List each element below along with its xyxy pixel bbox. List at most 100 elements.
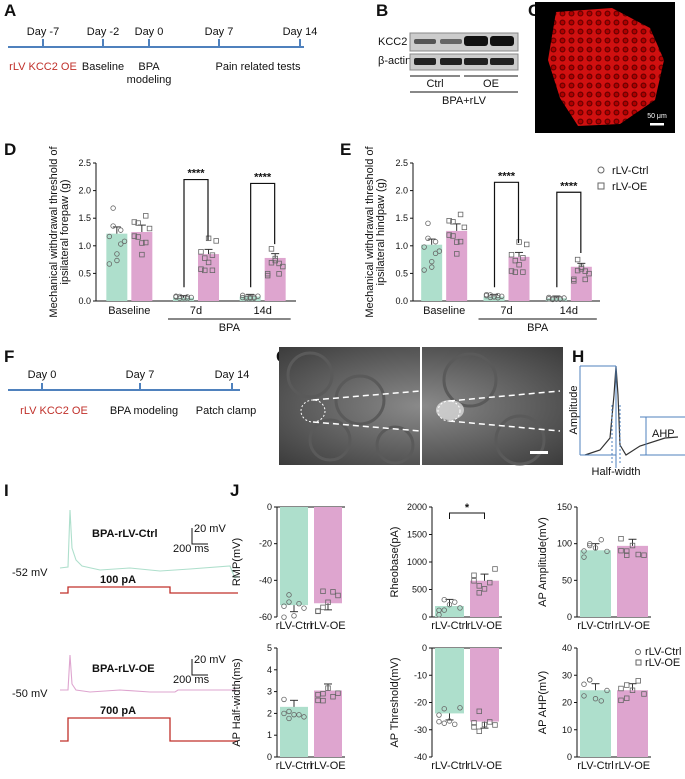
timeline-f: Day 0 Day 7 Day 14 rLV KCC2 OE BPA model…: [8, 369, 256, 417]
data-point: [457, 211, 464, 218]
y-tick-label: 0: [267, 502, 272, 512]
x-tick-label: rLV-OE: [467, 760, 502, 772]
ap-schematic-h: Amplitude AHP Half-width: [568, 365, 685, 478]
data-point: [255, 293, 261, 299]
y-tick-label: 0.5: [395, 268, 408, 278]
y-axis-label: Mechanical withdrawal threshold ofipsila…: [364, 145, 387, 317]
data-point: [121, 238, 128, 245]
x-tick-label: rLV-Ctrl: [276, 620, 312, 632]
timeline-a: Day -7 Day -2 Day 0 Day 7 Day 14 rLV KCC…: [8, 26, 317, 86]
y-tick-label: 0.5: [78, 268, 91, 278]
x-tick-label: Baseline: [423, 305, 465, 317]
data-point: [629, 687, 636, 693]
y-tick-label: -20: [259, 539, 272, 549]
ahp-label: AHP: [652, 428, 675, 440]
bar: [617, 690, 648, 757]
bar: [435, 648, 464, 714]
y-tick-label: 1.0: [395, 241, 408, 251]
bar: [280, 507, 308, 606]
data-point: [581, 681, 587, 687]
y-tick-label: 0: [567, 752, 572, 762]
y-tick-label: 1500: [407, 530, 427, 540]
western-blot-b: KCC2 β-actin Ctrl OE BPA+rLV: [378, 32, 519, 107]
y-axis-label: Rheobase(pA): [389, 527, 401, 598]
data-point: [581, 548, 587, 554]
bar: [570, 266, 592, 301]
blot-band: [440, 58, 462, 65]
data-point: [432, 239, 439, 245]
scale-bar: [650, 123, 664, 126]
data-point: [624, 552, 630, 558]
data-point: [441, 607, 447, 613]
data-point: [330, 694, 336, 700]
data-point: [202, 267, 208, 274]
data-point: [429, 264, 435, 270]
data-point: [520, 269, 526, 275]
data-point: [454, 251, 460, 257]
x-tick-label: rLV-OE: [310, 620, 345, 632]
bar: [314, 690, 342, 757]
y-tick-label: 4: [267, 665, 272, 675]
timeline-f-event: Patch clamp: [196, 405, 257, 417]
data-point: [286, 599, 292, 605]
cell-outline: [442, 352, 498, 408]
data-point: [546, 296, 552, 302]
y-tick-label: 2.0: [395, 186, 408, 196]
y-tick-label: 2.5: [78, 158, 91, 168]
timeline-a-day: Day 14: [283, 26, 318, 38]
y-tick-label: 0: [422, 612, 427, 622]
y-tick-label: 2000: [407, 502, 427, 512]
data-point: [598, 537, 604, 543]
data-point: [173, 293, 179, 299]
data-point: [188, 294, 194, 301]
scale-bar: [530, 451, 548, 454]
y-tick-label: 2.0: [78, 186, 91, 196]
data-point: [276, 271, 282, 277]
y-tick-label: -60: [259, 612, 272, 622]
data-point: [618, 685, 624, 692]
patch-pipette: [312, 390, 421, 401]
timeline-f-day: Day 7: [126, 369, 155, 381]
patch-pipette: [448, 420, 561, 432]
x-tick-label: 7d: [190, 305, 202, 317]
data-point: [243, 294, 250, 300]
data-point: [139, 240, 145, 246]
data-point: [481, 586, 488, 592]
data-point: [441, 596, 447, 603]
y-tick-label: 0: [422, 643, 427, 653]
scale-bar-label: 50 μm: [647, 113, 667, 120]
data-point: [446, 718, 453, 724]
bar: [545, 298, 567, 301]
data-point: [143, 213, 149, 219]
y-tick-label: 5: [267, 643, 272, 653]
panel-letter-b: B: [376, 1, 388, 20]
panel-letter-d: D: [4, 140, 16, 159]
data-point: [476, 708, 482, 715]
bar: [580, 550, 611, 617]
blot-bottom-label: BPA+rLV: [442, 95, 487, 107]
data-point: [581, 554, 587, 560]
data-point: [296, 712, 302, 718]
blot-row-label: KCC2: [378, 36, 407, 48]
data-point: [641, 691, 647, 697]
x-tick-label: rLV-Ctrl: [431, 760, 467, 772]
y-axis-label: AP AHP(mV): [537, 671, 549, 734]
data-point: [578, 264, 585, 270]
bar: [173, 297, 194, 301]
blot-row-label: β-actin: [378, 55, 411, 67]
bar: [131, 232, 153, 301]
data-point: [202, 255, 208, 261]
y-tick-label: 1.5: [78, 213, 91, 223]
data-point: [508, 268, 515, 274]
data-point: [247, 294, 253, 300]
trace-ctrl: [59, 509, 239, 579]
data-point: [582, 276, 588, 283]
bar: [446, 230, 468, 301]
significance-bracket: [449, 512, 485, 519]
timeline-a-event: Pain related tests: [216, 61, 301, 73]
data-point: [177, 293, 183, 300]
data-point: [604, 687, 610, 694]
legend-j: rLV-Ctrl rLV-OE: [635, 646, 681, 669]
cell-outline: [308, 418, 352, 462]
